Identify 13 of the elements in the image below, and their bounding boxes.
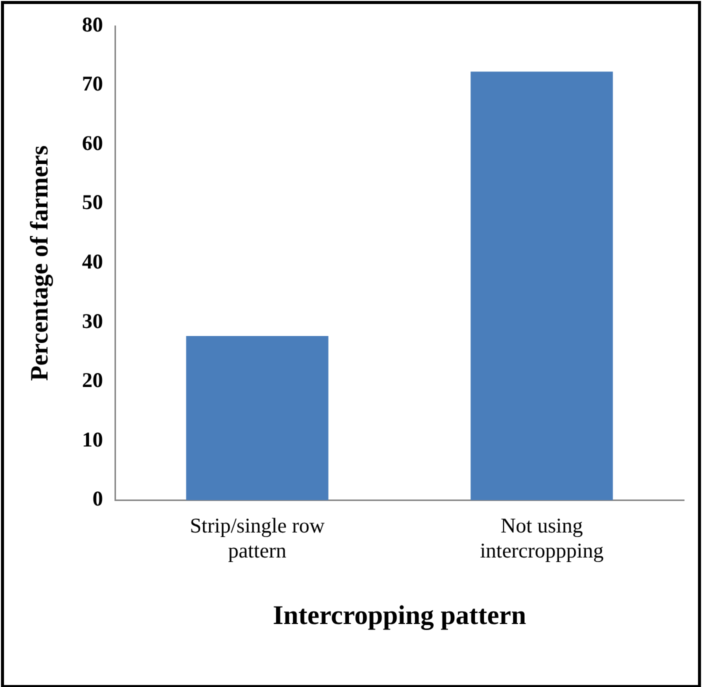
y-tick-label: 80 (82, 12, 103, 36)
x-axis-title: Intercropping pattern (272, 600, 526, 630)
y-tick-label: 60 (82, 130, 103, 155)
y-tick-label: 50 (82, 190, 103, 214)
y-tick-label: 10 (82, 427, 103, 452)
y-axis-title: Percentage of farmers (26, 145, 54, 381)
x-tick-label: Strip/single row pattern (190, 513, 326, 563)
y-tick-label: 70 (82, 72, 103, 96)
y-tick-label: 30 (82, 308, 103, 333)
y-tick-label: 20 (82, 368, 103, 392)
x-tick-label: Not using intercroppping (480, 513, 604, 563)
y-tick-label: 40 (82, 250, 103, 274)
y-tick-label: 0 (92, 486, 103, 511)
